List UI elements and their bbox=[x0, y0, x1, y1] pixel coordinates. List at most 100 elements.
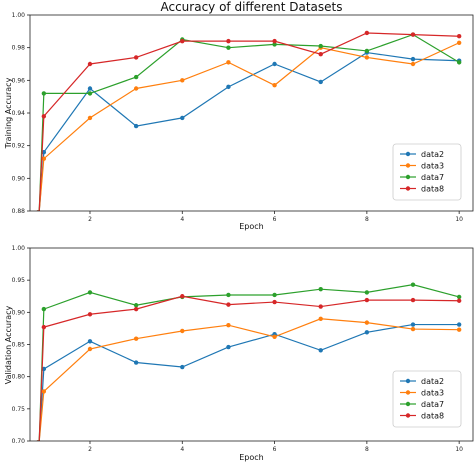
data-point-data2 bbox=[456, 322, 462, 327]
legend-marker-data2 bbox=[405, 378, 411, 384]
data-point-data3 bbox=[410, 326, 416, 332]
data-point-data2 bbox=[410, 322, 416, 327]
chart-title: Accuracy of different Datasets bbox=[160, 0, 342, 14]
data-point-data7 bbox=[133, 74, 139, 80]
y-tick-label: 0.90 bbox=[12, 175, 26, 182]
series-group bbox=[36, 30, 462, 211]
x-tick-label: 2 bbox=[88, 446, 92, 453]
data-point-data8 bbox=[180, 294, 185, 299]
data-point-data7 bbox=[410, 282, 416, 287]
data-point-data7 bbox=[226, 292, 231, 298]
data-point-data8 bbox=[41, 114, 47, 119]
y-tick-label: 0.85 bbox=[12, 342, 26, 349]
data-point-data3 bbox=[272, 83, 277, 88]
legend-label-data2: data2 bbox=[421, 150, 444, 159]
data-point-data8 bbox=[133, 55, 139, 60]
legend-label-data3: data3 bbox=[421, 389, 444, 398]
data-point-data8 bbox=[410, 297, 416, 303]
data-point-data3 bbox=[87, 346, 93, 352]
data-point-data8 bbox=[318, 304, 323, 309]
data-point-data3 bbox=[272, 334, 277, 339]
data-point-data3 bbox=[226, 60, 231, 65]
data-point-data2 bbox=[226, 84, 231, 90]
x-axis-label: Epoch bbox=[239, 453, 264, 462]
data-point-data8 bbox=[87, 61, 93, 67]
y-tick-label: 0.80 bbox=[12, 374, 26, 381]
y-tick-label: 0.92 bbox=[12, 143, 26, 150]
x-tick-label: 4 bbox=[180, 216, 184, 223]
data-point-data8 bbox=[272, 299, 277, 305]
legend-marker-data3 bbox=[405, 390, 411, 395]
data-point-data2 bbox=[87, 339, 93, 344]
data-point-data8 bbox=[41, 324, 47, 330]
data-point-data3 bbox=[87, 115, 93, 121]
data-point-data2 bbox=[318, 348, 323, 353]
data-point-data7 bbox=[41, 91, 47, 96]
legend: data2 data3 data7 data8 bbox=[392, 370, 462, 428]
legend-marker-data3 bbox=[405, 163, 411, 168]
y-tick-label: 0.95 bbox=[12, 277, 26, 284]
data-point-data3 bbox=[180, 328, 185, 334]
x-tick-label: 8 bbox=[365, 446, 369, 453]
legend-marker-data7 bbox=[405, 401, 411, 407]
data-point-data7 bbox=[364, 48, 370, 54]
y-tick-label: 1.00 bbox=[12, 245, 26, 252]
legend-label-data3: data3 bbox=[421, 162, 444, 171]
data-point-data7 bbox=[87, 290, 93, 295]
data-point-data7 bbox=[272, 292, 277, 298]
y-tick-label: 0.70 bbox=[12, 438, 26, 445]
data-point-data7 bbox=[272, 42, 277, 47]
data-point-data3 bbox=[133, 86, 139, 91]
data-point-data2 bbox=[410, 56, 416, 62]
series-line-data8 bbox=[36, 295, 460, 441]
data-point-data8 bbox=[456, 34, 462, 39]
data-point-data2 bbox=[87, 86, 93, 91]
data-point-data2 bbox=[133, 123, 139, 129]
data-point-data3 bbox=[41, 389, 47, 394]
training-chart: Accuracy of different Datasets 2 4 6 8 10 0.8… bbox=[4, 0, 474, 231]
data-point-data3 bbox=[318, 316, 323, 321]
y-tick-label: 0.88 bbox=[12, 208, 26, 215]
data-point-data7 bbox=[41, 306, 47, 312]
validation-plot-area: 2 4 6 8 100.700.750.800.850.900.951.00data2d… bbox=[12, 245, 474, 453]
data-point-data3 bbox=[456, 40, 462, 45]
series-line-data2 bbox=[36, 323, 460, 441]
data-point-data7 bbox=[226, 45, 231, 50]
series-group bbox=[36, 282, 462, 441]
data-point-data8 bbox=[272, 38, 277, 44]
series-line-data7 bbox=[36, 33, 460, 211]
legend-label-data8: data8 bbox=[421, 185, 444, 194]
data-point-data8 bbox=[410, 32, 416, 37]
data-point-data8 bbox=[318, 52, 323, 57]
x-tick-label: 6 bbox=[273, 446, 277, 453]
training-plot-area: 2 4 6 8 100.880.900.920.940.960.981.00data2d… bbox=[12, 12, 474, 223]
y-axis-label: Validation Accuracy bbox=[4, 305, 13, 384]
data-point-data7 bbox=[318, 286, 323, 292]
x-tick-label: 6 bbox=[273, 216, 277, 223]
legend-box bbox=[392, 143, 462, 201]
data-point-data3 bbox=[364, 320, 370, 325]
legend-label-data7: data7 bbox=[421, 400, 444, 409]
data-point-data7 bbox=[133, 303, 139, 308]
legend: data2 data3 data7 data8 bbox=[392, 143, 462, 201]
data-point-data2 bbox=[133, 360, 139, 365]
series-line-data7 bbox=[36, 284, 460, 441]
data-point-data8 bbox=[456, 298, 462, 303]
data-point-data7 bbox=[364, 290, 370, 295]
data-point-data3 bbox=[456, 327, 462, 332]
data-point-data2 bbox=[226, 344, 231, 350]
data-point-data2 bbox=[364, 330, 370, 335]
series-line-data3 bbox=[36, 318, 460, 441]
legend-marker-data8 bbox=[405, 186, 411, 191]
data-point-data8 bbox=[87, 312, 93, 317]
data-point-data7 bbox=[456, 60, 462, 65]
data-point-data3 bbox=[226, 323, 231, 328]
y-tick-label: 0.96 bbox=[12, 77, 26, 84]
x-tick-label: 8 bbox=[365, 216, 369, 223]
series-line-data8 bbox=[36, 32, 460, 211]
data-point-data8 bbox=[226, 302, 231, 307]
legend-marker-data7 bbox=[405, 174, 411, 180]
data-point-data2 bbox=[180, 364, 185, 370]
data-point-data7 bbox=[456, 294, 462, 300]
data-point-data8 bbox=[133, 306, 139, 312]
